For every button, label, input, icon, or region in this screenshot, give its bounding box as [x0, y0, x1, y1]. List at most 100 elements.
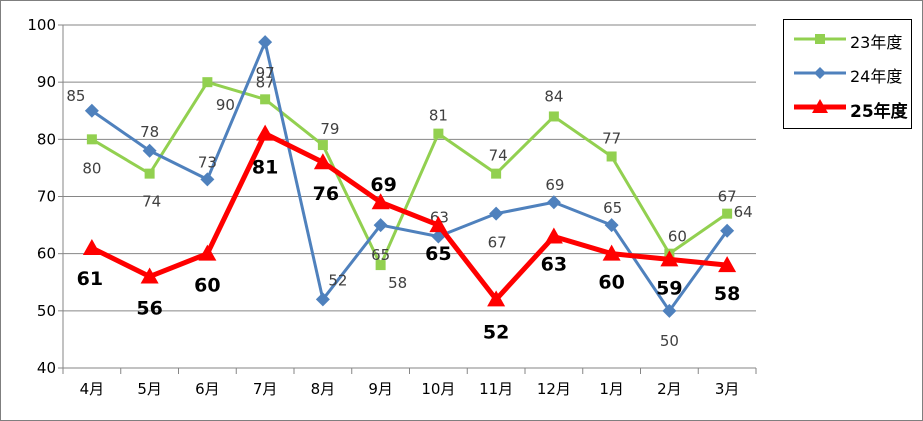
- legend-label-24: 24年度: [850, 67, 903, 86]
- data-point: [256, 124, 275, 141]
- data-point: [491, 168, 502, 179]
- legend-label-23: 23年度: [850, 33, 903, 52]
- y-tick-label: 60: [37, 245, 56, 263]
- data-label: 52: [483, 321, 509, 343]
- data-label: 60: [194, 275, 220, 297]
- x-tick-label: 11月: [479, 380, 513, 398]
- data-label: 76: [313, 183, 339, 205]
- series-line: [90, 131, 728, 302]
- data-label: 84: [544, 87, 563, 105]
- data-point: [602, 244, 621, 261]
- data-label: 81: [429, 107, 448, 125]
- data-point: [722, 208, 733, 219]
- data-label: 63: [541, 254, 567, 276]
- data-label: 60: [598, 272, 624, 294]
- series-line: [91, 40, 729, 313]
- data-point: [258, 35, 273, 50]
- legend: 23年度 24年度 25年度: [783, 19, 912, 129]
- x-tick-label: 5月: [137, 380, 162, 398]
- data-point: [86, 134, 97, 145]
- data-label: 52: [328, 271, 347, 289]
- x-tick-label: 10月: [421, 380, 455, 398]
- data-point: [198, 244, 217, 261]
- x-tick-label: 12月: [537, 380, 571, 398]
- data-label: 61: [77, 268, 103, 290]
- data-point: [433, 128, 444, 139]
- x-tick-label: 1月: [599, 380, 624, 398]
- data-label: 69: [370, 174, 396, 196]
- data-label: 78: [140, 123, 159, 141]
- data-label: 73: [198, 153, 217, 171]
- data-label: 58: [388, 274, 407, 292]
- x-tick-label: 8月: [311, 380, 336, 398]
- data-point: [718, 256, 737, 273]
- data-point: [84, 103, 99, 118]
- data-point: [313, 153, 332, 170]
- y-tick-label: 50: [37, 302, 56, 320]
- data-point: [142, 143, 157, 158]
- data-point: [371, 193, 390, 210]
- data-label: 90: [216, 96, 235, 114]
- data-label: 67: [488, 234, 507, 252]
- data-point: [144, 168, 155, 179]
- legend-swatch-23: [794, 34, 846, 44]
- data-point: [604, 218, 619, 233]
- data-point: [202, 77, 213, 88]
- data-label: 74: [142, 193, 161, 211]
- data-label: 65: [425, 243, 451, 265]
- y-tick-label: 100: [27, 16, 56, 34]
- data-point: [548, 111, 559, 122]
- data-point: [546, 195, 561, 210]
- data-point: [260, 94, 271, 105]
- data-label: 56: [136, 298, 162, 320]
- data-point: [489, 206, 504, 221]
- series-line: [91, 80, 728, 267]
- data-label: 50: [660, 332, 679, 350]
- data-label: 59: [656, 277, 682, 299]
- y-tick-label: 90: [37, 73, 56, 91]
- data-label: 80: [82, 159, 101, 177]
- data-point: [660, 250, 679, 267]
- legend-item-24: 24年度: [784, 58, 911, 88]
- data-label: 58: [714, 283, 740, 305]
- data-label: 65: [371, 246, 390, 264]
- x-tick-label: 2月: [657, 380, 682, 398]
- data-point: [429, 216, 448, 233]
- data-label: 79: [320, 120, 339, 138]
- data-label: 64: [734, 203, 753, 221]
- data-label: 74: [489, 147, 508, 165]
- data-label: 85: [66, 87, 85, 105]
- data-label: 60: [668, 228, 687, 246]
- data-point: [82, 238, 101, 255]
- data-point: [317, 140, 328, 151]
- data-point: [140, 267, 159, 284]
- y-tick-label: 70: [37, 188, 56, 206]
- data-label: 67: [718, 188, 737, 206]
- x-tick-label: 6月: [195, 380, 220, 398]
- legend-item-25: 25年度: [784, 92, 911, 122]
- y-tick-label: 80: [37, 130, 56, 148]
- legend-item-23: 23年度: [784, 24, 911, 54]
- data-label: 87: [256, 73, 275, 91]
- legend-swatch-25: [794, 99, 846, 113]
- x-tick-label: 3月: [715, 380, 740, 398]
- data-point: [662, 303, 677, 318]
- legend-label-25: 25年度: [850, 102, 908, 122]
- data-point: [315, 292, 330, 307]
- data-point: [373, 218, 388, 233]
- data-point: [544, 227, 563, 244]
- x-tick-label: 7月: [253, 380, 278, 398]
- data-label: 65: [603, 199, 622, 217]
- data-label: 69: [545, 176, 564, 194]
- legend-swatch-24: [794, 67, 846, 79]
- x-tick-label: 4月: [80, 380, 105, 398]
- data-label: 97: [256, 64, 275, 82]
- data-point: [720, 223, 735, 238]
- data-point: [606, 151, 617, 162]
- data-label: 81: [252, 157, 278, 179]
- data-point: [487, 290, 506, 307]
- y-tick-label: 40: [37, 359, 56, 377]
- x-tick-label: 9月: [368, 380, 393, 398]
